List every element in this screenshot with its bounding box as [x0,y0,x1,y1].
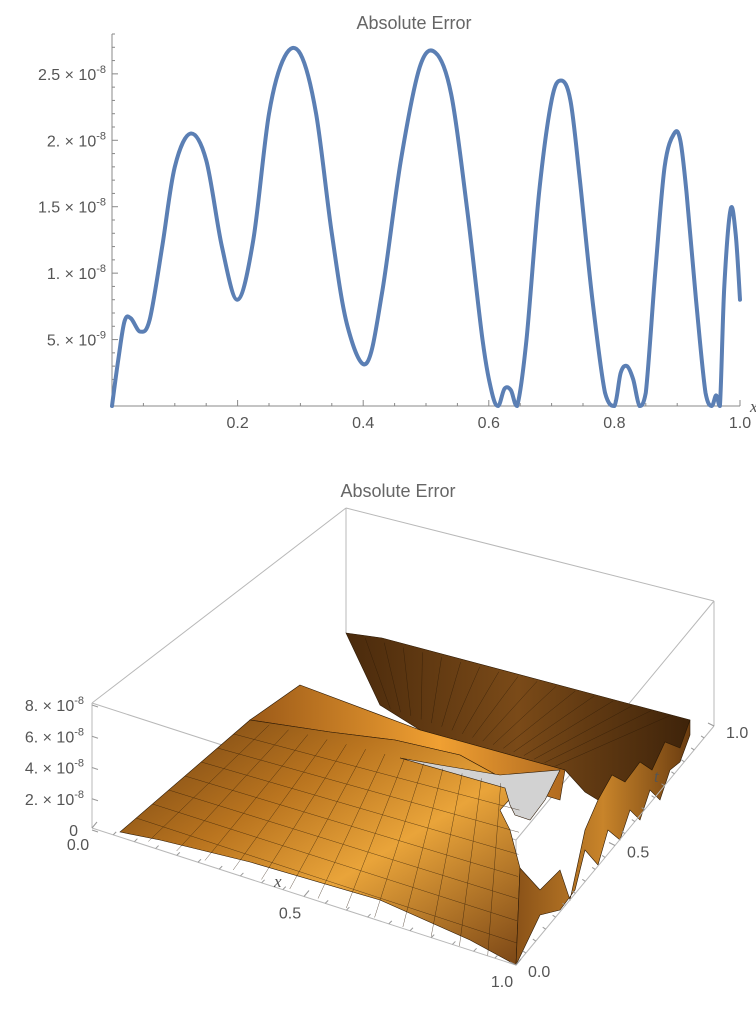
t-tick-mark [621,831,626,834]
t-tick-mark [522,950,527,954]
t-tick-mark [681,759,685,763]
t-tick-label: 0.5 [627,845,649,862]
t-tick-mark [591,866,596,870]
axes [111,33,741,407]
x-tick-label: 0.6 [478,415,500,432]
x-tick-mark [282,886,287,891]
t-axis-label: t [654,767,660,786]
t-tick-mark [532,938,537,942]
x-tick-label: 0.5 [279,906,301,923]
z-tick-mark [91,704,99,708]
t-tick-mark [651,795,655,799]
z-tick-label: 4. × 10-8 [25,758,84,778]
line-chart-panel: Absolute Error 5. × 10-9 1. × 10-8 1.5 × 1… [0,0,756,450]
x-axis-label: x [273,872,282,891]
surface-chart-title: Absolute Error [340,481,455,501]
x-tick-mark [112,831,117,836]
t-tick-mark [542,926,546,930]
t-tick-label: 1.0 [726,725,748,742]
x-tick-mark [197,858,202,863]
x-axis-label: x [749,397,756,416]
x-tick-mark [91,821,98,829]
y-tick-label: 1. × 10-8 [47,263,106,283]
t-tick-mark [608,842,616,846]
z-tick-label: 0 [69,823,78,840]
x-tick-mark [134,838,138,843]
x-tick-mark [452,941,456,945]
x-tick-mark [515,958,522,966]
x-tick-mark [240,872,244,877]
z-tick-label: 8. × 10-8 [25,695,84,715]
x-tick-label: 0.4 [352,415,374,432]
x-tick-mark [303,890,310,897]
x-tick-mark [346,906,350,911]
x-tick-label: 0.2 [226,415,248,432]
x-tick-mark [155,845,159,849]
error-surface [119,632,691,966]
x-tick-mark [430,934,435,938]
x-axis-ticks: 0.0 0.5 1.0 [67,821,522,991]
x-tick-label: 0.0 [67,837,89,854]
z-tick-mark [91,735,99,739]
t-tick-label: 0.0 [528,964,550,981]
x-tick-mark [409,927,414,932]
y-tick-label: 2.5 × 10-8 [38,64,106,84]
y-tick-label: 2. × 10-8 [47,130,106,150]
t-axis-ticks: 0.0 0.5 1.0 [509,722,748,981]
z-tick-mark [91,829,99,833]
x-tick-mark [494,954,499,959]
y-axis-ticks: 5. × 10-9 1. × 10-8 1.5 × 10-8 2. × 10-8 2.5… [38,64,106,350]
t-tick-mark [572,890,576,894]
x-tick-label: 0.8 [603,415,625,432]
t-tick-mark [509,961,517,966]
x-tick-label: 1.0 [491,974,513,991]
x-tick-mark [388,920,393,925]
x-tick-mark [261,879,265,884]
x-tick-mark [473,947,477,952]
t-tick-mark [641,807,645,811]
t-tick-mark [582,878,586,882]
x-tick-mark [367,913,371,918]
z-tick-label: 6. × 10-8 [25,726,84,746]
x-tick-mark [324,899,329,904]
x-tick-mark [176,852,181,856]
x-tick-label: 1.0 [729,415,751,432]
line-chart: Absolute Error 5. × 10-9 1. × 10-8 1.5 × 1… [38,13,756,432]
t-tick-mark [661,783,665,787]
z-tick-mark [91,798,99,802]
x-tick-mark [218,865,223,870]
chart-title: Absolute Error [356,13,471,33]
t-tick-mark [562,902,566,906]
z-tick-label: 2. × 10-8 [25,789,84,809]
y-tick-label: 5. × 10-9 [47,330,106,350]
surface-chart: Absolute Error [25,481,749,991]
t-tick-mark [601,855,606,858]
t-tick-mark [690,747,695,751]
t-tick-mark [631,819,636,823]
series-line [110,45,742,408]
t-tick-mark [700,735,705,739]
z-axis-ticks: 0 2. × 10-8 4. × 10-8 6. × 10-8 8. × 10-8 [25,695,99,840]
y-tick-label: 1.5 × 10-8 [38,197,106,217]
z-tick-mark [91,767,99,770]
t-tick-mark [671,771,675,775]
t-tick-mark [552,914,556,918]
surface-chart-panel: Absolute Error [0,470,756,1030]
t-tick-mark [707,722,715,727]
x-axis-ticks: 0.2 0.4 0.6 0.8 1.0 [226,415,751,432]
